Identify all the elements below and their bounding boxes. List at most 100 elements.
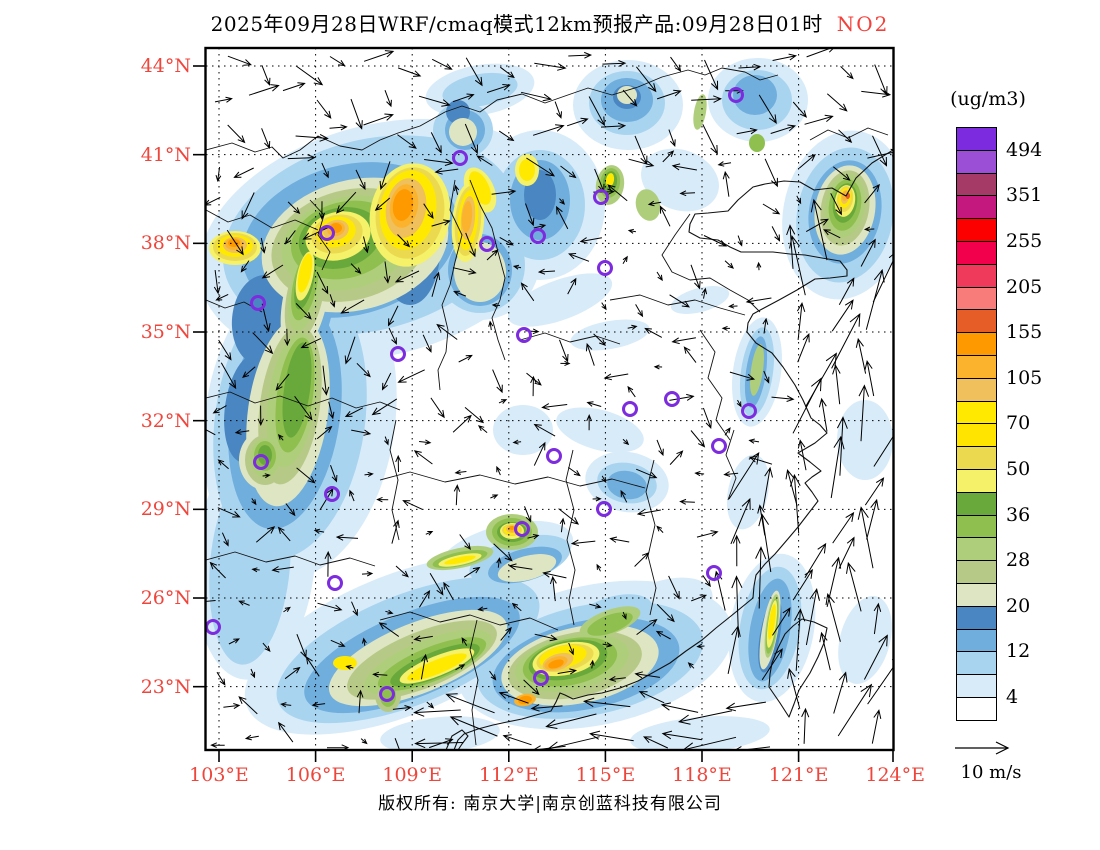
wind-arrow bbox=[316, 99, 332, 119]
wind-arrow bbox=[443, 581, 454, 601]
wind-arrow bbox=[430, 397, 445, 419]
wind-arrow bbox=[251, 567, 260, 573]
no2-blob bbox=[297, 253, 313, 293]
wind-arrow bbox=[620, 489, 628, 503]
wind-arrow bbox=[838, 129, 853, 143]
wind-arrow bbox=[430, 132, 442, 154]
wind-arrow bbox=[636, 509, 661, 517]
wind-arrow bbox=[335, 534, 359, 541]
wind-arrow bbox=[846, 561, 862, 612]
wind-arrow bbox=[831, 313, 861, 369]
station-marker bbox=[253, 454, 269, 470]
wind-arrow bbox=[317, 602, 343, 612]
wind-arrow bbox=[313, 528, 325, 534]
wind-arrow bbox=[756, 261, 762, 271]
wind-arrow bbox=[833, 671, 848, 714]
colorbar-segment bbox=[956, 514, 997, 539]
wind-arrow bbox=[413, 707, 461, 717]
station-marker bbox=[452, 150, 468, 166]
no2-blob bbox=[733, 75, 777, 115]
lat-axis-label: 44°N bbox=[140, 55, 191, 77]
wind-arrow bbox=[690, 430, 706, 448]
wind-arrow bbox=[523, 679, 540, 696]
wind-arrow bbox=[805, 218, 829, 233]
no2-concentration-field bbox=[206, 58, 893, 750]
wind-arrow bbox=[318, 201, 326, 220]
wind-arrow bbox=[488, 320, 494, 331]
wind-arrow bbox=[823, 229, 841, 239]
wind-arrow bbox=[825, 593, 841, 642]
wind-arrow bbox=[277, 526, 291, 542]
wind-arrow bbox=[452, 414, 472, 433]
no2-blob bbox=[548, 659, 564, 669]
wind-arrow bbox=[476, 155, 493, 166]
province-border bbox=[206, 209, 319, 231]
colorbar-segment bbox=[956, 651, 997, 676]
wind-arrow bbox=[233, 167, 254, 178]
wind-arrow bbox=[855, 337, 867, 374]
wind-arrow bbox=[228, 638, 241, 645]
wind-arrow bbox=[796, 301, 806, 340]
no2-blob bbox=[630, 716, 770, 750]
province-border bbox=[206, 391, 401, 411]
wind-arrow bbox=[351, 601, 358, 617]
wind-arrow bbox=[694, 471, 705, 477]
no2-blob bbox=[509, 526, 515, 530]
wind-arrow bbox=[414, 738, 464, 749]
wind-arrow bbox=[837, 683, 873, 737]
wind-arrow bbox=[477, 425, 488, 433]
wind-arrow bbox=[568, 253, 590, 262]
province-border bbox=[699, 329, 731, 441]
province-border bbox=[379, 611, 559, 631]
lon-axis-label: 109°E bbox=[382, 764, 442, 786]
wind-arrow bbox=[277, 433, 284, 441]
wind-arrow bbox=[530, 375, 537, 397]
wind-arrow bbox=[524, 506, 532, 523]
wind-arrow bbox=[635, 304, 644, 318]
province-border bbox=[379, 471, 646, 489]
wind-arrow bbox=[621, 611, 627, 620]
wind-arrow bbox=[831, 299, 854, 332]
wind-arrow bbox=[627, 385, 636, 398]
wind-arrow bbox=[397, 67, 422, 77]
wind-arrow bbox=[262, 642, 271, 653]
province-border bbox=[809, 127, 889, 141]
wind-arrow bbox=[534, 633, 558, 642]
wind-arrow bbox=[547, 736, 600, 750]
wind-arrow bbox=[596, 563, 602, 572]
wind-arrow bbox=[724, 427, 731, 436]
wind-arrow bbox=[387, 305, 399, 327]
wind-arrow bbox=[227, 55, 252, 66]
wind-arrow bbox=[242, 366, 256, 378]
wind-arrow bbox=[329, 56, 346, 67]
wind-arrow bbox=[397, 134, 417, 149]
wind-arrow bbox=[282, 82, 306, 92]
wind-arrow bbox=[549, 575, 557, 602]
wind-arrow bbox=[863, 634, 888, 680]
wind-arrow bbox=[280, 702, 292, 708]
wind-arrow bbox=[724, 260, 734, 269]
colorbar-label: 50 bbox=[1006, 458, 1031, 480]
wind-arrow bbox=[662, 150, 675, 163]
wind-arrow bbox=[762, 203, 781, 215]
wind-arrow bbox=[691, 594, 708, 602]
wind-arrow bbox=[361, 571, 374, 577]
wind-arrow bbox=[372, 671, 388, 678]
wind-arrow bbox=[745, 297, 772, 305]
station-marker bbox=[728, 87, 744, 103]
wind-arrow bbox=[499, 236, 514, 246]
station-marker bbox=[390, 346, 406, 362]
wind-arrow bbox=[865, 268, 885, 330]
wind-arrow bbox=[533, 223, 547, 230]
leizhou-coastline bbox=[445, 729, 469, 750]
wind-arrow bbox=[431, 271, 441, 297]
wind-arrow bbox=[634, 552, 650, 567]
wind-arrow bbox=[295, 65, 324, 86]
wind-arrow bbox=[738, 63, 762, 71]
wind-arrow bbox=[737, 235, 743, 247]
wind-arrow bbox=[418, 95, 451, 107]
wind-arrow bbox=[395, 565, 409, 578]
colorbar-label: 28 bbox=[1006, 549, 1031, 572]
wind-arrow bbox=[458, 354, 473, 363]
